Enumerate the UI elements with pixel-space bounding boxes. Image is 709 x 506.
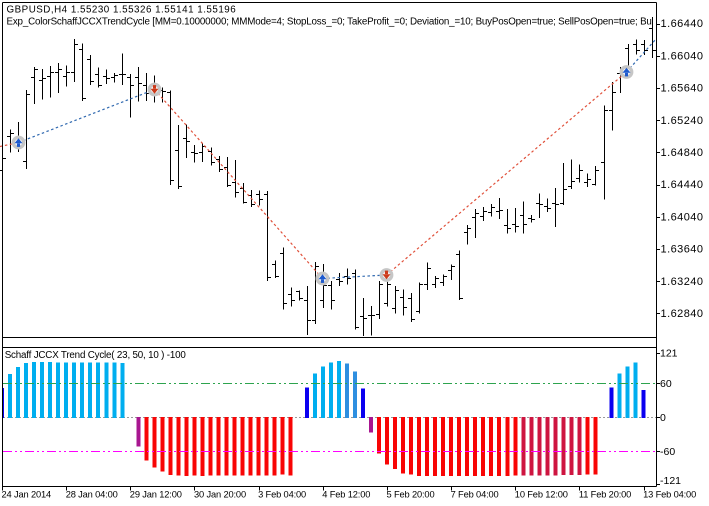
svg-text:13 Feb 04:00: 13 Feb 04:00	[643, 489, 696, 499]
svg-text:1.64040: 1.64040	[661, 211, 704, 223]
svg-text:-121: -121	[660, 475, 681, 487]
svg-text:3 Feb 04:00: 3 Feb 04:00	[258, 489, 306, 499]
svg-text:1.64840: 1.64840	[661, 147, 704, 159]
svg-text:GBPUSD,H4 1.55230 1.55326 1.5: GBPUSD,H4 1.55230 1.55326 1.55141 1.5519…	[7, 5, 237, 16]
svg-text:1.64440: 1.64440	[661, 179, 704, 191]
svg-text:1.66040: 1.66040	[661, 50, 704, 62]
svg-text:11 Feb 20:00: 11 Feb 20:00	[579, 489, 631, 499]
svg-text:7 Feb 04:00: 7 Feb 04:00	[451, 489, 499, 499]
svg-text:4 Feb 12:00: 4 Feb 12:00	[322, 489, 370, 499]
svg-text:5 Feb 20:00: 5 Feb 20:00	[387, 489, 435, 499]
svg-text:60: 60	[660, 378, 672, 390]
svg-text:-60: -60	[660, 446, 675, 458]
svg-text:1.62840: 1.62840	[661, 308, 704, 320]
svg-text:1.65640: 1.65640	[661, 83, 704, 95]
svg-text:28 Jan 04:00: 28 Jan 04:00	[66, 489, 118, 499]
svg-text:1.63640: 1.63640	[661, 244, 704, 256]
svg-text:1.66440: 1.66440	[661, 18, 704, 30]
svg-text:0: 0	[660, 412, 666, 424]
svg-text:1.63240: 1.63240	[661, 276, 704, 288]
svg-text:30 Jan 20:00: 30 Jan 20:00	[194, 489, 246, 499]
svg-text:121: 121	[660, 348, 678, 360]
svg-text:Schaff JCCX Trend Cycle( 23, 5: Schaff JCCX Trend Cycle( 23, 50, 10 ) -1…	[5, 350, 187, 361]
svg-text:24 Jan 2014: 24 Jan 2014	[2, 489, 52, 499]
svg-text:29 Jan 12:00: 29 Jan 12:00	[130, 489, 182, 499]
svg-text:1.65240: 1.65240	[661, 115, 704, 127]
svg-text:10 Feb 12:00: 10 Feb 12:00	[515, 489, 568, 499]
svg-text:Exp_ColorSchaffJCCXTrendCycle: Exp_ColorSchaffJCCXTrendCycle [MM=0.1000…	[7, 17, 652, 28]
